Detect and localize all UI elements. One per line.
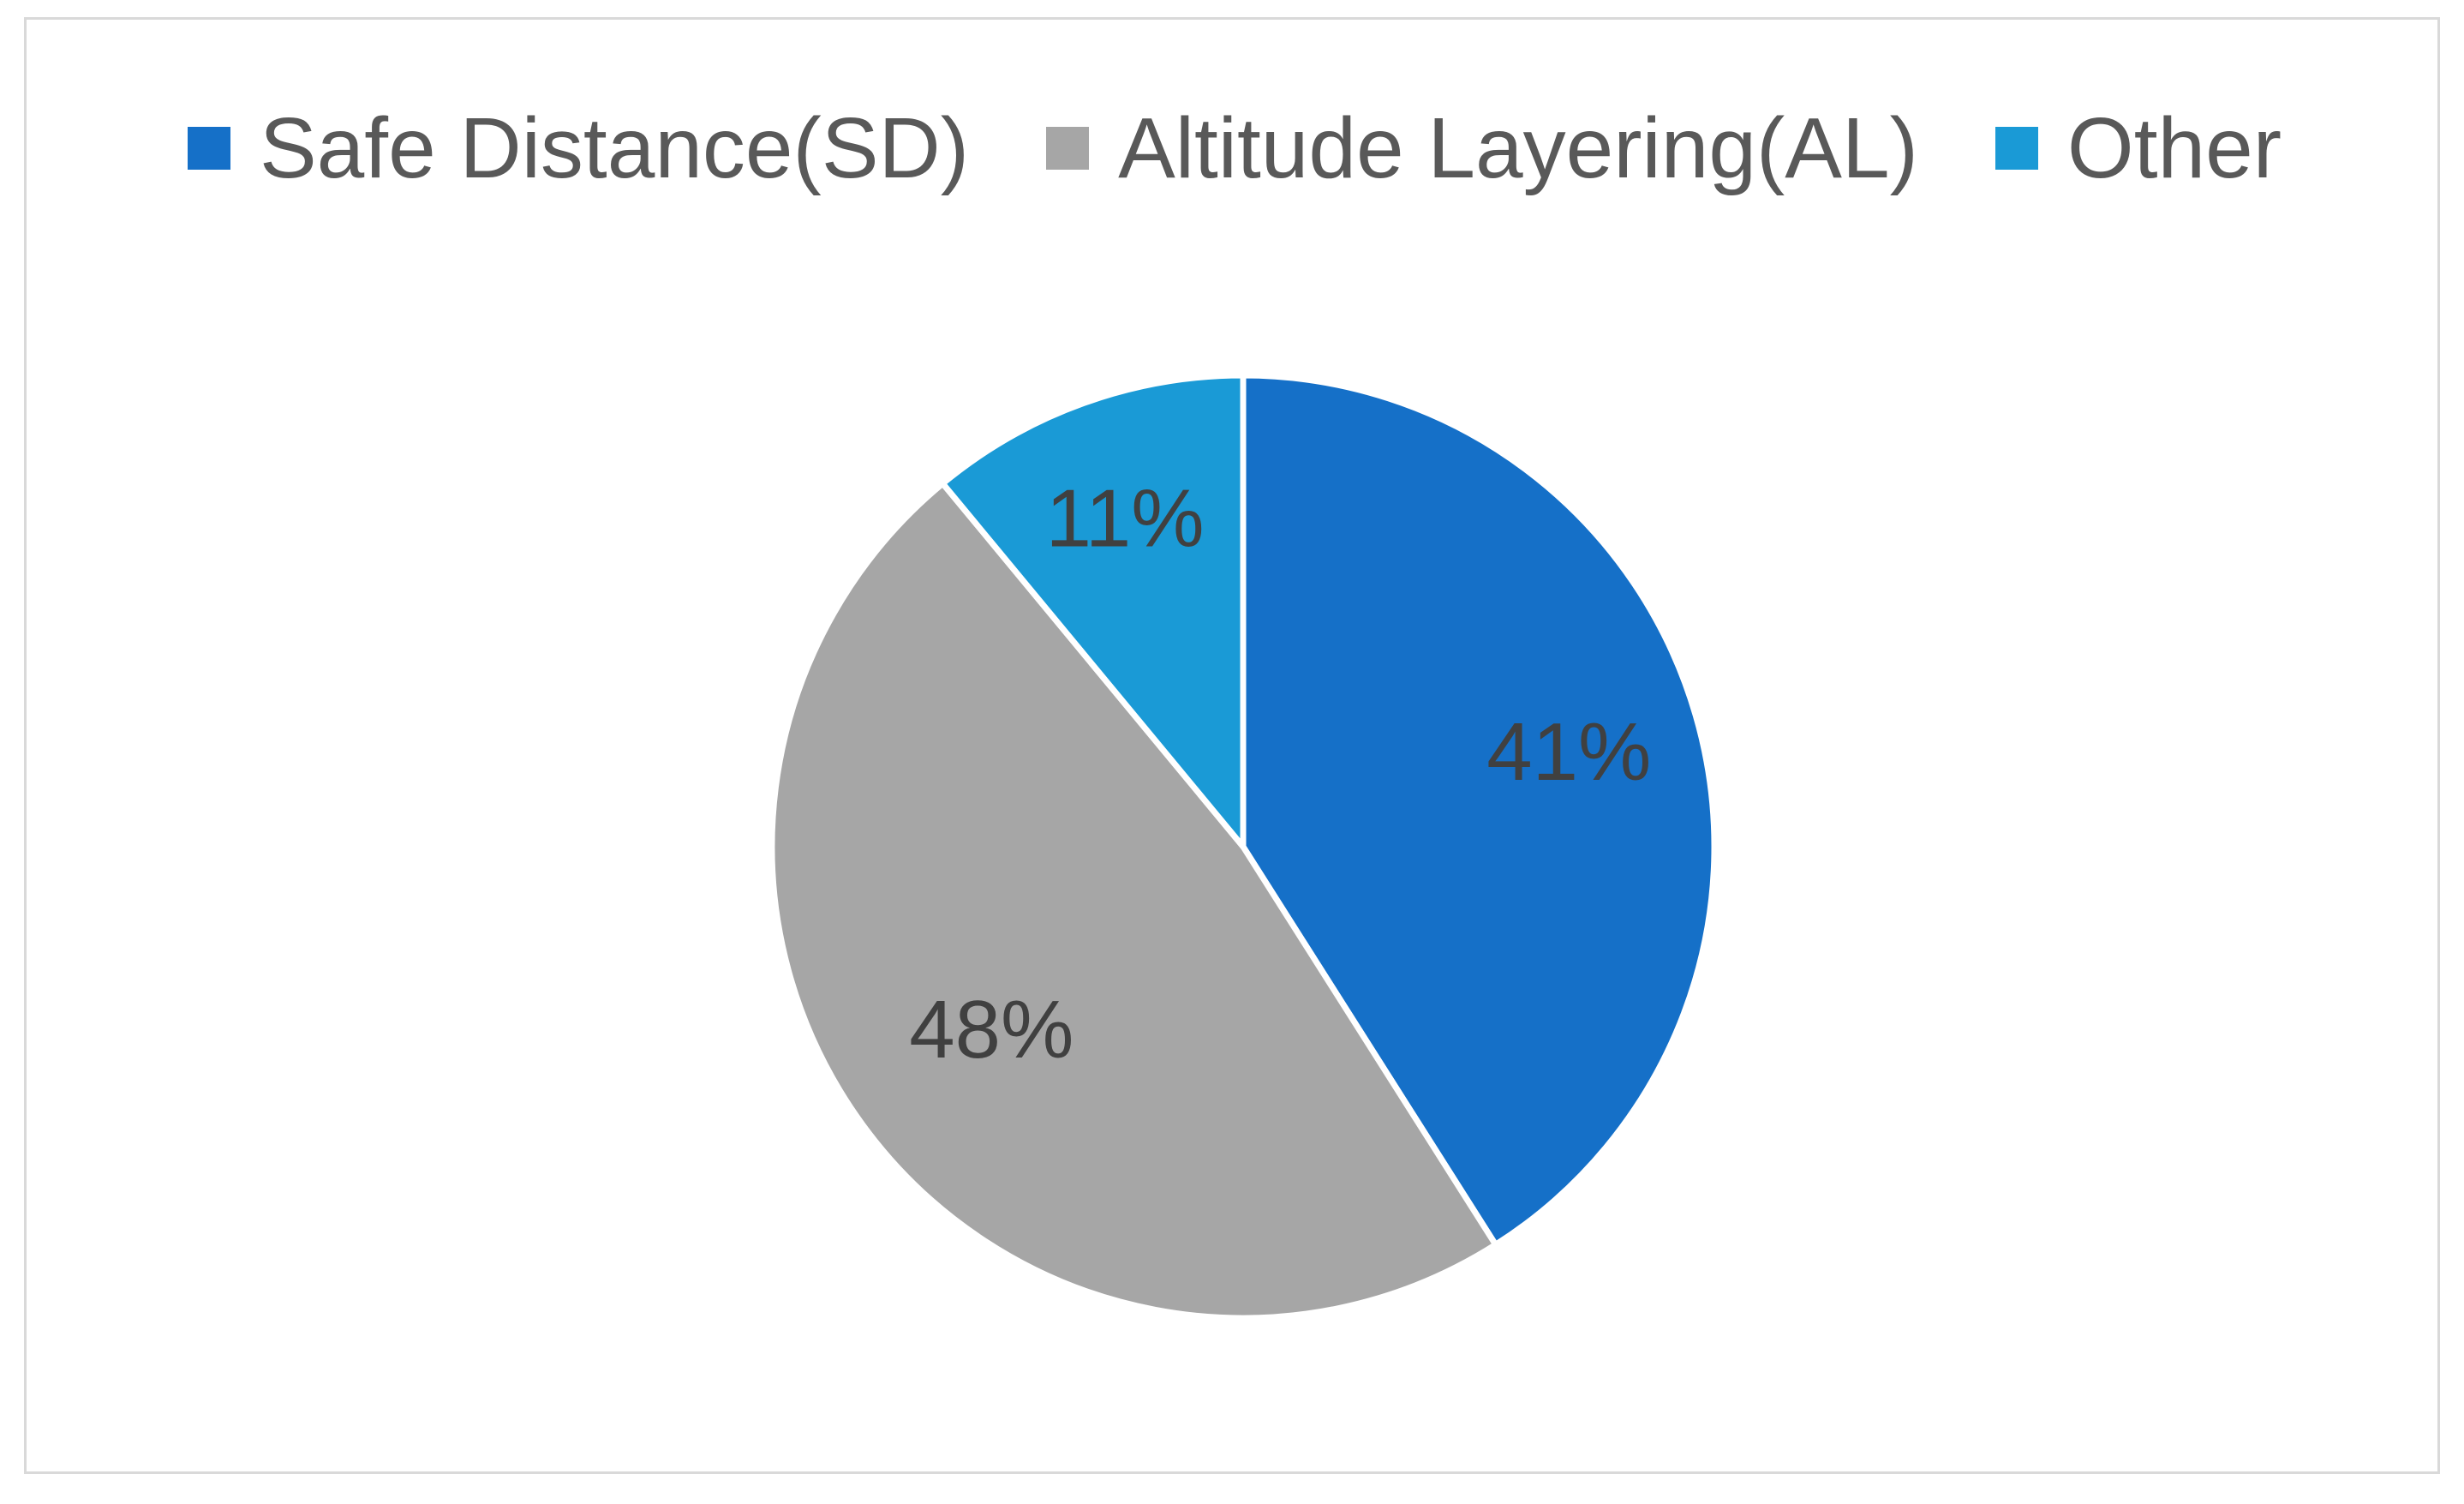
pie-slices [769,372,1718,1321]
legend-item-altitude-layering: Altitude Layering(AL) [1046,105,1918,191]
legend-swatch-other [1995,127,2038,170]
legend-label-safe-distance: Safe Distance(SD) [259,100,970,196]
chart-frame: Safe Distance(SD) Altitude Layering(AL) … [24,17,2440,1474]
legend-label-altitude-layering: Altitude Layering(AL) [1118,100,1918,196]
legend-swatch-altitude-layering [1046,127,1090,170]
legend-swatch-safe-distance [187,127,230,170]
chart-legend: Safe Distance(SD) Altitude Layering(AL) … [27,20,2443,277]
legend-item-safe-distance: Safe Distance(SD) [187,100,970,196]
pie-chart: 41% 48% 11% [769,372,1718,1321]
legend-item-other: Other [1995,105,2282,191]
data-label-other: 11% [1046,473,1205,565]
pie-slice-altitude-layering [769,480,1499,1321]
data-label-safe-distance: 41% [1486,706,1651,798]
pie-data-labels: 41% 48% 11% [909,473,1651,1076]
legend-label-other: Other [2066,100,2282,196]
pie-slice-other [939,372,1247,850]
data-label-altitude-layering: 48% [909,984,1074,1076]
